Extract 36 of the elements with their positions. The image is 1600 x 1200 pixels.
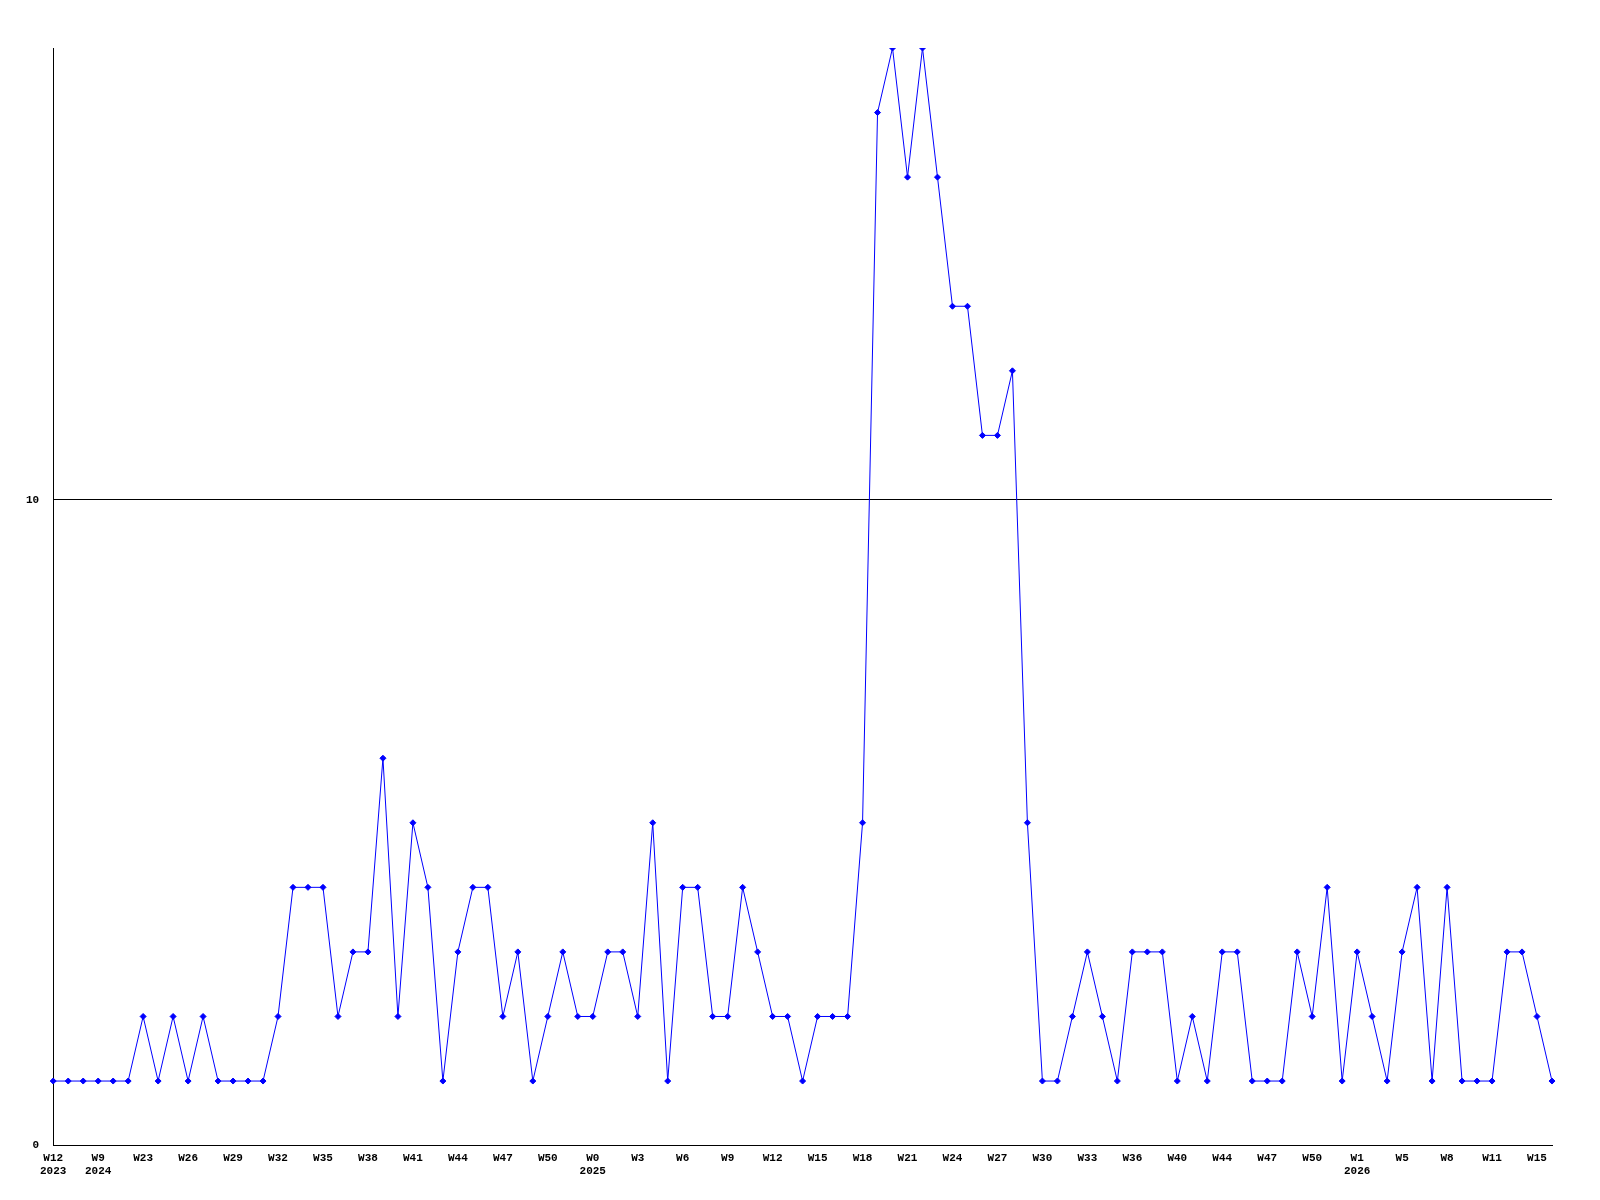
x-tick-label: W21 [897, 1151, 918, 1164]
x-tick-label: W44 [447, 1151, 469, 1164]
x-tick-label: W44 [1212, 1151, 1233, 1164]
x-tick-label: W24 [942, 1151, 963, 1164]
x-tick-label: W47 [492, 1151, 513, 1164]
x-tick-label: W15 [807, 1151, 828, 1164]
x-tick-label: W9 [721, 1151, 735, 1164]
x-tick-label: W3 [631, 1151, 645, 1164]
x-tick-label: W15 [1527, 1151, 1548, 1164]
x-tick-label: W35 [313, 1151, 334, 1164]
x-tick-label: W33 [1077, 1151, 1098, 1164]
x-tick-label: W47 [1257, 1151, 1278, 1164]
x-tick-label: W30 [1032, 1151, 1053, 1164]
x-tick-label: W38 [358, 1151, 379, 1164]
x-tick-label: W6 [676, 1151, 690, 1164]
x-tick-label: W12 2023 [40, 1151, 67, 1178]
x-tick-label: W9 2024 [84, 1151, 112, 1178]
x-tick-label: W27 [987, 1151, 1008, 1164]
x-tick-label: W26 [178, 1151, 198, 1164]
x-tick-label: W50 [1302, 1151, 1323, 1164]
x-tick-label: W0 2025 [579, 1151, 607, 1178]
x-tick-label: W40 [1167, 1151, 1188, 1164]
x-tick-label: W50 [537, 1151, 558, 1164]
x-tick-label: W36 [1122, 1151, 1143, 1164]
x-tick-label: W29 [223, 1151, 243, 1164]
x-tick-label: W32 [268, 1151, 288, 1164]
x-tick-label: W1 2026 [1343, 1151, 1371, 1178]
x-tick-label: W8 [1440, 1151, 1455, 1164]
y-tick-label: 0 [32, 1139, 40, 1152]
x-tick-label: W12 [762, 1151, 783, 1164]
x-tick-label: W18 [852, 1151, 873, 1164]
x-tick-label: W5 [1395, 1151, 1410, 1164]
y-tick-label: 10 [26, 493, 40, 506]
x-tick-label: W11 [1482, 1151, 1503, 1164]
x-tick-label: W41 [403, 1151, 424, 1164]
x-tick-label: W23 [133, 1151, 154, 1164]
